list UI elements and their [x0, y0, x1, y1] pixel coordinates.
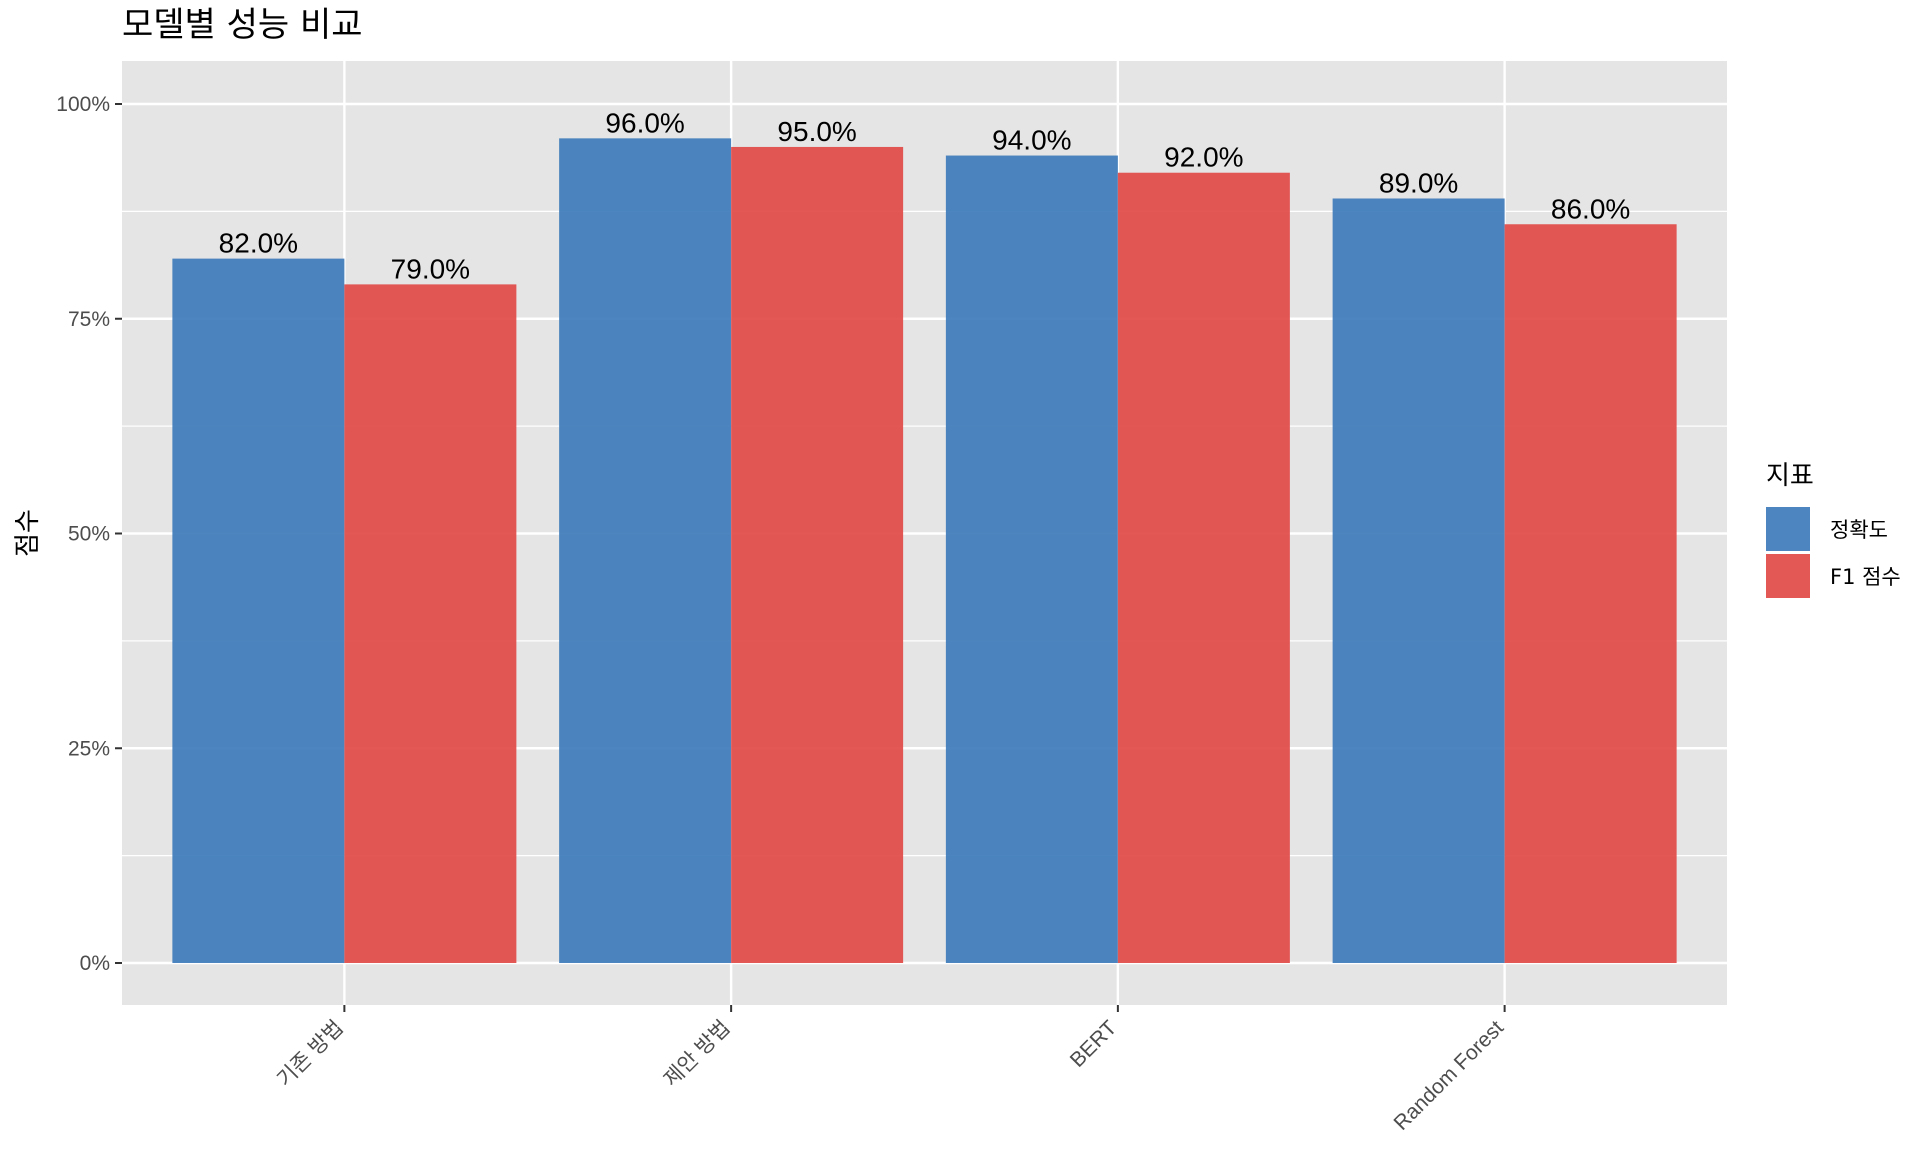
bar [172, 258, 345, 963]
bar [1504, 224, 1677, 963]
y-axis: 0% 25% 50% 75% 100% [56, 93, 122, 975]
bar [1117, 172, 1290, 964]
legend: 지표 정확도 F1 점수 [1766, 461, 1901, 598]
legend-label: F1 점수 [1830, 565, 1901, 589]
x-tick-label: BERT [1066, 1016, 1122, 1072]
bar-value-label: 79.0% [391, 253, 470, 284]
bar [731, 146, 904, 963]
chart-title: 모델별 성능 비교 [122, 5, 363, 45]
legend-title: 지표 [1766, 461, 1814, 491]
bar-value-label: 94.0% [992, 125, 1071, 156]
bar-value-label: 95.0% [777, 116, 856, 147]
y-tick-label: 25% [68, 737, 110, 760]
bar [945, 155, 1118, 964]
bar [559, 138, 732, 964]
data-labels: 82.0% 96.0% 94.0% 89.0% 79.0% 95.0% 92.0% 86.0% [219, 107, 1631, 284]
x-axis: 기존 방법 제안 방법 BERT Random Forest [273, 1005, 1508, 1135]
bar-value-label: 86.0% [1551, 193, 1630, 224]
bar [344, 284, 517, 963]
bar-value-label: 89.0% [1379, 167, 1458, 198]
bar [1332, 198, 1505, 964]
legend-label: 정확도 [1830, 518, 1888, 542]
x-tick-label: 기존 방법 [273, 1016, 348, 1091]
legend-swatch [1766, 554, 1810, 598]
bar-value-label: 82.0% [219, 228, 298, 259]
y-axis-title: 점수 [13, 509, 43, 557]
bar-value-label: 92.0% [1164, 142, 1243, 173]
y-tick-label: 75% [68, 308, 110, 331]
y-tick-label: 50% [68, 523, 110, 546]
bar-value-label: 96.0% [605, 107, 684, 138]
y-tick-label: 0% [80, 952, 110, 975]
x-tick-label: 제안 방법 [660, 1016, 735, 1091]
bars [172, 138, 1677, 964]
y-tick-label: 100% [56, 93, 110, 116]
legend-swatch [1766, 507, 1810, 551]
x-tick-label: Random Forest [1390, 1016, 1509, 1135]
